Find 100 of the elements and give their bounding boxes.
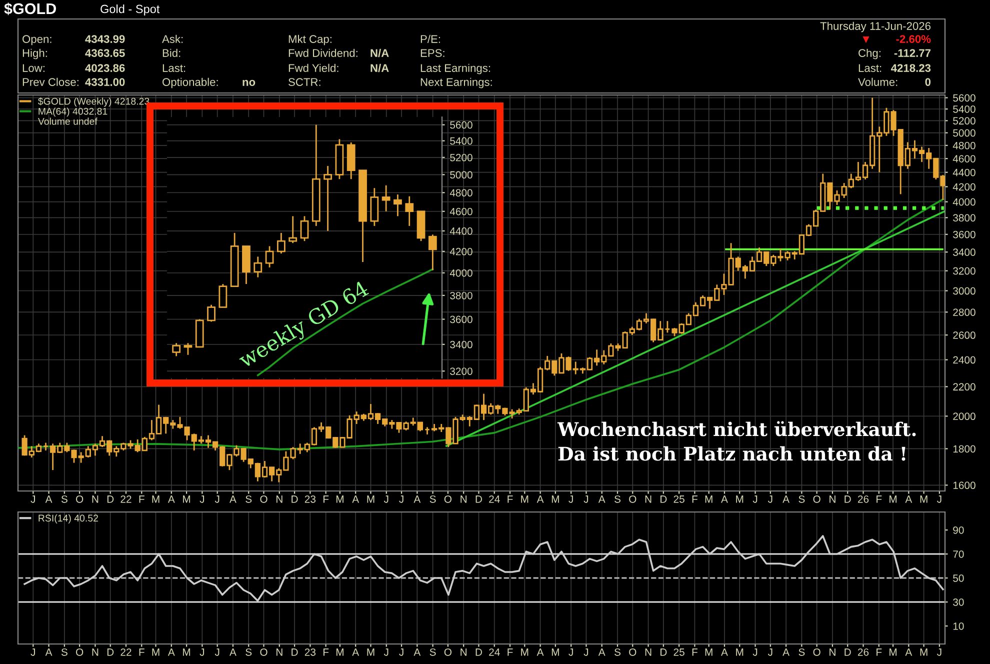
x-tick-label: A <box>721 496 728 503</box>
text: Thursday 11-Jun-2026 <box>820 22 931 32</box>
x-tick-label: M <box>552 496 559 503</box>
text: Optionable: <box>162 78 218 88</box>
x-tick-label: J <box>752 648 758 656</box>
x-tick-label: N <box>830 496 836 503</box>
x-tick-label: J <box>768 648 772 656</box>
x-tick-label: O <box>629 648 636 656</box>
x-tick-label: F <box>323 496 329 503</box>
candlestick <box>172 342 181 357</box>
y-tick-label: 1600 <box>953 482 976 490</box>
text: 4023.86 <box>85 64 125 72</box>
y-tick-label: 2400 <box>953 356 976 364</box>
candlestick <box>207 304 216 322</box>
x-tick-label: F <box>139 496 144 503</box>
text: High: <box>22 48 47 60</box>
x-tick-label: 25 <box>674 495 684 503</box>
x-tick-label: A <box>536 648 544 656</box>
x-tick-label: M <box>336 496 344 503</box>
x-tick-label: O <box>444 648 452 656</box>
x-tick-label: 22 <box>120 495 132 503</box>
x-tick-label: J <box>399 648 404 656</box>
y-tick-label: 5200 <box>450 154 472 162</box>
line-series <box>24 535 944 602</box>
text: Prev Close: <box>22 78 78 86</box>
text: N/A <box>370 64 389 72</box>
x-tick-label: 25 <box>674 648 684 656</box>
y-tick-label: 5400 <box>450 137 472 145</box>
text: Low: <box>22 64 44 72</box>
x-tick-label: O <box>76 495 84 503</box>
text: Ask: <box>162 34 183 43</box>
x-tick-label: M <box>920 648 928 656</box>
x-tick-label: N <box>645 648 652 656</box>
x-tick-label: J <box>937 648 942 656</box>
x-tick-label: N <box>92 648 98 656</box>
y-tick-label: 2200 <box>953 383 976 391</box>
x-tick-label: O <box>76 648 84 656</box>
x-tick-label: D <box>107 648 114 656</box>
x-tick-label: J <box>584 648 588 656</box>
x-tick-label: J <box>30 496 35 503</box>
x-tick-label: A <box>45 496 52 503</box>
y-tick-label: 30 <box>953 598 964 606</box>
x-tick-label: M <box>890 496 897 503</box>
x-tick-label: F <box>876 648 882 656</box>
text: -2.60% <box>896 35 931 43</box>
x-tick-label: M <box>736 648 744 656</box>
x-tick-label: N <box>276 648 282 656</box>
x-tick-label: 26 <box>858 648 869 656</box>
x-tick-label: 24 <box>489 495 500 503</box>
text: EPS: <box>420 49 444 57</box>
x-tick-label: O <box>629 495 636 503</box>
x-tick-label: S <box>798 648 805 656</box>
candlestick <box>382 184 390 212</box>
x-tick-label: J <box>568 648 573 656</box>
y-tick-label: 5600 <box>953 94 976 102</box>
chart-title: $GOLD <box>4 2 56 16</box>
candlestick <box>254 256 262 278</box>
text: Fwd Dividend: <box>288 48 358 57</box>
x-tick-label: A <box>414 496 421 503</box>
legend-label: RSI(14) 40.52 <box>38 514 98 524</box>
candlestick <box>394 194 402 217</box>
text: 0 <box>925 78 931 86</box>
x-tick-label: F <box>139 648 144 656</box>
y-tick-label: 5400 <box>953 105 976 113</box>
text: Last: <box>858 64 882 72</box>
x-tick-label: D <box>107 496 114 503</box>
x-tick-label: O <box>813 495 820 503</box>
candlestick <box>265 245 274 268</box>
text: Fwd Yield: <box>288 64 338 72</box>
x-tick-label: F <box>508 648 513 656</box>
x-tick-label: A <box>905 648 912 656</box>
x-tick-label: F <box>692 648 698 656</box>
x-tick-label: M <box>705 496 712 503</box>
annotation: Wochenchasrt nicht überverkauft. Da ist noch Platz nach unten da ! <box>557 421 916 461</box>
x-tick-label: D <box>292 648 298 656</box>
x-tick-label: M <box>152 648 160 656</box>
y-tick-label: 3000 <box>953 287 976 295</box>
y-tick-label: 5000 <box>450 171 472 179</box>
x-tick-label: D <box>844 648 851 656</box>
x-tick-label: S <box>61 495 68 503</box>
text: -112.77 <box>894 49 931 57</box>
x-tick-label: M <box>920 496 928 503</box>
x-tick-label: N <box>92 496 98 503</box>
x-tick-label: 22 <box>120 648 132 656</box>
y-tick-label: 4000 <box>450 269 472 277</box>
text: SCTR: <box>288 78 320 86</box>
x-tick-label: A <box>721 648 728 656</box>
x-tick-label: A <box>782 496 790 503</box>
x-tick-label: A <box>168 648 175 656</box>
x-tick-label: J <box>768 496 772 503</box>
x-tick-label: F <box>692 496 698 503</box>
y-tick-label: 4400 <box>450 227 472 235</box>
y-tick-label: 3600 <box>953 230 976 238</box>
y-tick-label: 3600 <box>450 316 472 324</box>
x-tick-label: M <box>890 648 897 656</box>
y-tick-label: 4800 <box>952 142 976 150</box>
text: Mkt Cap: <box>288 34 332 46</box>
text: Bid: <box>162 48 180 57</box>
x-tick-label: F <box>876 496 882 503</box>
x-tick-label: M <box>183 496 190 503</box>
